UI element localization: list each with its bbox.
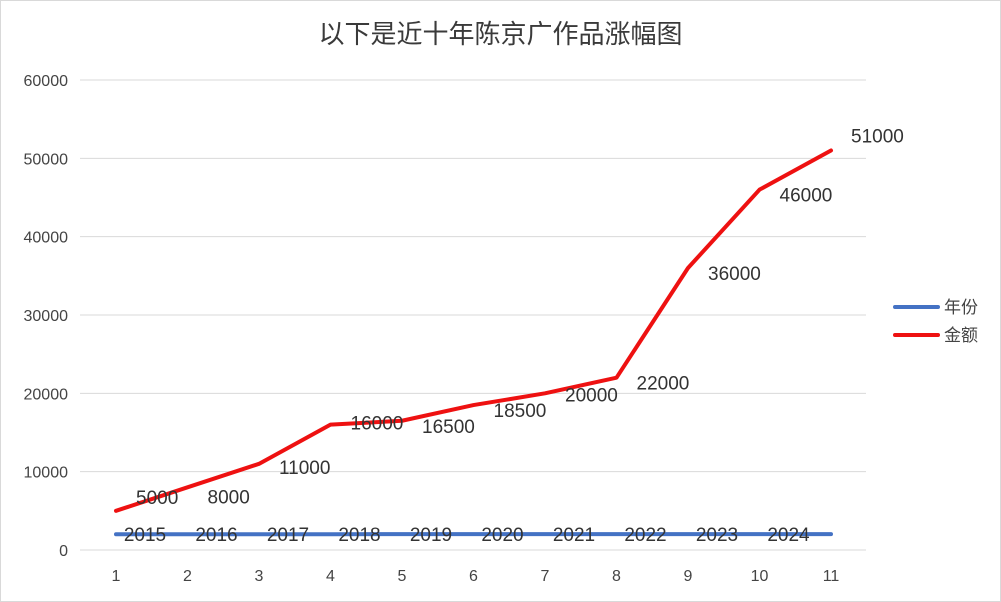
data-label-amount: 51000 xyxy=(851,127,904,148)
data-label-year: 2016 xyxy=(195,525,237,546)
data-label-amount: 11000 xyxy=(279,458,330,479)
data-label-amount: 22000 xyxy=(637,374,690,395)
data-label-year: 2024 xyxy=(767,525,810,546)
chart-title: 以下是近十年陈京广作品涨幅图 xyxy=(318,20,683,50)
legend-label: 金额 xyxy=(944,326,978,346)
data-label-amount: 36000 xyxy=(708,264,761,285)
data-labels: 2015 2016 2017 2018 2019 2020 2021 2022 2023 2024… xyxy=(124,127,904,547)
x-tick-label: 11 xyxy=(823,568,840,585)
x-tick-label: 10 xyxy=(751,568,769,585)
gridlines xyxy=(80,79,866,551)
series-line-amount xyxy=(114,148,833,513)
data-label-amount: 16000 xyxy=(351,414,404,435)
data-label-amount: 20000 xyxy=(565,385,618,406)
x-tick-label: 6 xyxy=(469,568,478,585)
y-tick-label: 10000 xyxy=(24,465,69,482)
y-axis-ticks: 0 10000 20000 30000 40000 50000 60000 xyxy=(24,73,69,560)
data-label-amount: 8000 xyxy=(208,487,250,508)
data-label-year: 2015 xyxy=(124,525,166,546)
x-tick-label: 3 xyxy=(255,568,264,585)
y-tick-label: 20000 xyxy=(24,386,69,403)
series-lines xyxy=(114,148,833,537)
y-tick-label: 50000 xyxy=(24,151,69,168)
x-tick-label: 5 xyxy=(398,568,407,585)
y-tick-label: 0 xyxy=(59,543,68,560)
data-label-amount: 18500 xyxy=(494,401,547,422)
x-tick-label: 4 xyxy=(326,568,335,585)
legend-label: 年份 xyxy=(944,298,978,318)
x-tick-label: 7 xyxy=(541,568,550,585)
x-tick-label: 1 xyxy=(112,568,121,585)
y-tick-label: 30000 xyxy=(24,308,69,325)
x-axis-ticks: 1 2 3 4 5 6 7 8 9 10 11 xyxy=(112,568,840,585)
y-tick-label: 60000 xyxy=(24,73,69,90)
x-tick-label: 9 xyxy=(684,568,693,585)
y-tick-label: 40000 xyxy=(24,230,69,247)
x-tick-label: 2 xyxy=(183,568,192,585)
data-label-year: 2022 xyxy=(624,525,666,546)
data-label-year: 2021 xyxy=(553,525,595,546)
data-label-year: 2019 xyxy=(410,525,452,546)
data-label-amount: 5000 xyxy=(136,488,178,509)
data-label-year: 2020 xyxy=(481,525,523,546)
data-label-amount: 16500 xyxy=(422,417,475,438)
data-label-amount: 46000 xyxy=(780,186,833,207)
data-label-year: 2017 xyxy=(267,525,309,546)
data-label-year: 2018 xyxy=(338,525,380,546)
x-tick-label: 8 xyxy=(612,568,621,585)
data-label-year: 2023 xyxy=(696,525,738,546)
